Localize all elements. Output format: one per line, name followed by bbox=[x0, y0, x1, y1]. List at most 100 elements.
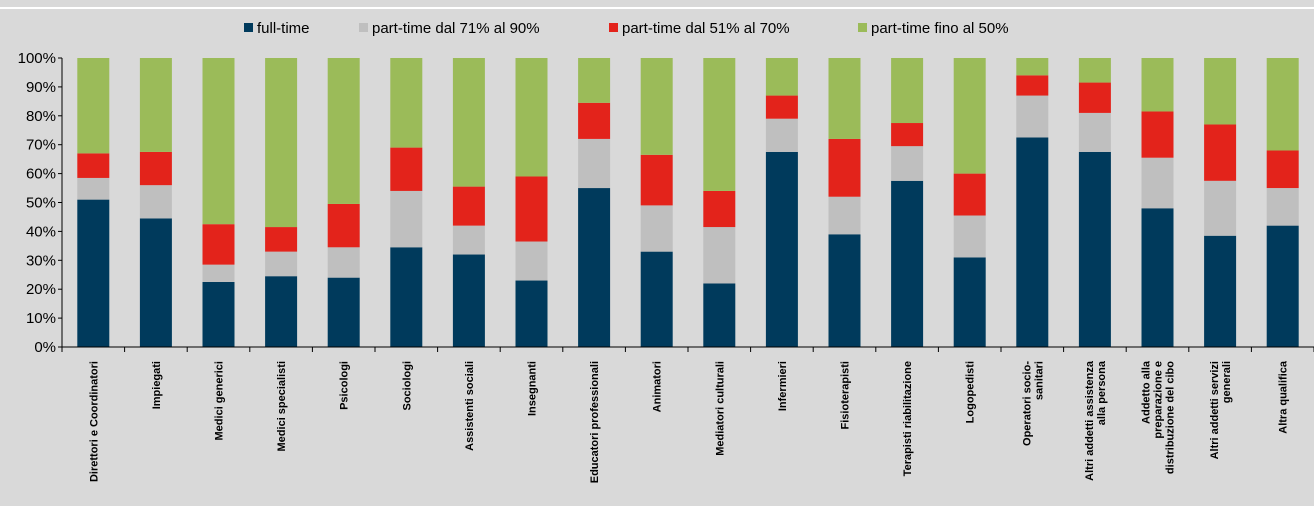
bar-segment bbox=[765, 95, 798, 119]
bar-segment bbox=[1078, 112, 1111, 152]
bar-segment bbox=[77, 177, 110, 200]
x-category-label: Assistenti sociali bbox=[464, 361, 476, 451]
bar-segment bbox=[1204, 180, 1237, 236]
top-divider bbox=[0, 7, 1314, 9]
bar-segment bbox=[640, 205, 673, 252]
bar-segment bbox=[139, 218, 172, 347]
x-category-label: Animatori bbox=[652, 361, 664, 412]
bar-segment bbox=[202, 281, 235, 347]
bar-segment bbox=[265, 276, 298, 347]
bar-segment bbox=[452, 186, 485, 226]
bar-segment bbox=[327, 203, 360, 248]
bar-segment bbox=[1266, 150, 1299, 189]
y-tick-label: 100% bbox=[18, 50, 56, 67]
bar-segment bbox=[1016, 95, 1049, 138]
legend-label: part-time dal 51% al 70% bbox=[622, 20, 790, 37]
y-tick-label: 10% bbox=[26, 310, 56, 327]
bar-segment bbox=[390, 58, 423, 148]
bar-segment bbox=[1016, 58, 1049, 76]
y-tick-label: 70% bbox=[26, 137, 56, 154]
bar-segment bbox=[1141, 111, 1174, 158]
bar-segment bbox=[1141, 157, 1174, 209]
x-category-label: Educatori professionali bbox=[589, 361, 601, 483]
bar-segment bbox=[891, 146, 924, 181]
y-tick-label: 60% bbox=[26, 166, 56, 183]
bar-segment bbox=[452, 225, 485, 255]
x-category-label: Insegnanti bbox=[527, 361, 539, 416]
bar-segment bbox=[891, 123, 924, 147]
bar-segment bbox=[202, 224, 235, 265]
bar-segment bbox=[1266, 188, 1299, 226]
y-tick-label: 40% bbox=[26, 223, 56, 240]
bar-segment bbox=[828, 138, 861, 197]
x-category-label: Fisioterapisti bbox=[840, 361, 852, 429]
x-category-label: Terapisti riabilitazione bbox=[902, 361, 914, 476]
x-category-label: Altri addetti assistenzaalla persona bbox=[1084, 360, 1108, 481]
y-tick-label: 20% bbox=[26, 281, 56, 298]
bar-segment bbox=[703, 283, 736, 347]
bar-segment bbox=[139, 151, 172, 186]
x-category-label: Mediatori culturali bbox=[714, 361, 726, 456]
bar-segment bbox=[640, 251, 673, 347]
bar-segment bbox=[953, 58, 986, 174]
bar-segment bbox=[515, 280, 548, 347]
x-category-label: Psicologi bbox=[339, 361, 351, 410]
axes bbox=[61, 58, 1314, 352]
x-category-label: Sociologi bbox=[401, 361, 413, 411]
bar-segment bbox=[327, 277, 360, 347]
bar-segment bbox=[390, 190, 423, 248]
legend-swatch bbox=[359, 23, 368, 32]
bar-segment bbox=[1078, 58, 1111, 83]
legend-label: part-time dal 71% al 90% bbox=[372, 20, 540, 37]
bar-segment bbox=[578, 188, 611, 347]
bar-segment bbox=[1204, 58, 1237, 125]
bar-segment bbox=[640, 154, 673, 206]
bar-segment bbox=[452, 58, 485, 187]
bar-segment bbox=[202, 58, 235, 225]
bar-segment bbox=[390, 247, 423, 347]
y-tick-label: 90% bbox=[26, 79, 56, 96]
bar-segment bbox=[578, 102, 611, 139]
bar-segment bbox=[77, 153, 110, 178]
x-category-label: Infermieri bbox=[777, 361, 789, 411]
y-axis-ticks: 0% 10% 20% 30% 40% 50% 60% 70% 80% 90% 100% bbox=[18, 50, 62, 356]
bar-segment bbox=[515, 176, 548, 242]
bar-segment bbox=[953, 257, 986, 347]
bar-segment bbox=[891, 58, 924, 124]
bar-segment bbox=[1266, 225, 1299, 347]
x-category-label: Direttori e Coordinatori bbox=[88, 361, 100, 482]
bar-segment bbox=[765, 118, 798, 152]
bar-segment bbox=[265, 58, 298, 228]
bar-segment bbox=[578, 138, 611, 189]
bar-segment bbox=[390, 147, 423, 191]
bar-segment bbox=[1078, 151, 1111, 347]
bar-segment bbox=[765, 58, 798, 96]
bar-segment bbox=[828, 234, 861, 347]
legend-swatch bbox=[244, 23, 253, 32]
x-category-label: Logopedisti bbox=[965, 361, 977, 423]
bar-segment bbox=[139, 58, 172, 152]
bar-segment bbox=[515, 241, 548, 281]
x-category-label: Addetto allapreparazione edistribuzione … bbox=[1141, 360, 1177, 474]
bar-segment bbox=[765, 151, 798, 347]
y-tick-label: 0% bbox=[34, 339, 56, 356]
bar-segment bbox=[202, 264, 235, 282]
bar-segment bbox=[578, 58, 611, 103]
legend-swatch bbox=[858, 23, 867, 32]
bar-segment bbox=[953, 173, 986, 216]
bar-segment bbox=[828, 196, 861, 235]
x-axis-labels: Direttori e Coordinatori Impiegati Medici … bbox=[88, 360, 1289, 483]
bar-segment bbox=[327, 58, 360, 204]
x-category-label: Impiegati bbox=[151, 361, 163, 409]
bar-segment bbox=[1204, 235, 1237, 347]
bar-segment bbox=[1078, 82, 1111, 113]
legend: full-time part-time dal 71% al 90% part-ti… bbox=[244, 20, 1009, 37]
bar-segment bbox=[77, 58, 110, 154]
bar-segment bbox=[327, 247, 360, 278]
bar-segment bbox=[703, 190, 736, 228]
bar-segment bbox=[515, 58, 548, 177]
bar-segment bbox=[891, 180, 924, 347]
legend-label: part-time fino al 50% bbox=[871, 20, 1009, 37]
